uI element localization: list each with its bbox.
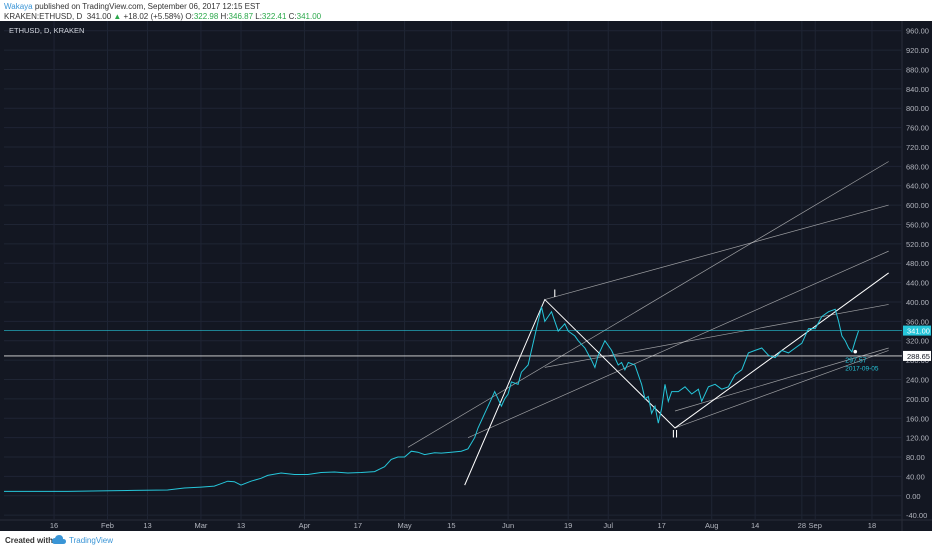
x-tick-label: Sep bbox=[809, 521, 822, 530]
x-tick-label: Jun bbox=[502, 521, 514, 530]
pitchfork-line bbox=[467, 250, 889, 438]
high-label: H: bbox=[220, 12, 229, 21]
x-tick-label: 28 bbox=[798, 521, 806, 530]
current-price-badge bbox=[903, 325, 931, 336]
x-tick-label: Mar bbox=[194, 521, 207, 530]
pitchfork-line bbox=[544, 204, 889, 300]
wave-label: I bbox=[553, 288, 556, 300]
y-tick-label: 160.00 bbox=[906, 414, 929, 423]
wave-label: II bbox=[672, 429, 678, 441]
pitchfork-line bbox=[674, 350, 889, 429]
y-tick-label: 640.00 bbox=[906, 182, 929, 191]
price-change: +18.02 (+5.58%) bbox=[123, 12, 184, 21]
x-tick-label: 13 bbox=[143, 521, 151, 530]
y-tick-label: 0.00 bbox=[906, 492, 921, 501]
y-tick-label: 880.00 bbox=[906, 65, 929, 74]
y-tick-label: 760.00 bbox=[906, 124, 929, 133]
y-tick-label: 120.00 bbox=[906, 434, 929, 443]
pitchfork-line bbox=[407, 161, 889, 448]
created-with-text: Created with bbox=[5, 536, 54, 545]
y-tick-label: 520.00 bbox=[906, 240, 929, 249]
current-price-badge-label: 341.00 bbox=[907, 327, 930, 336]
y-tick-label: 360.00 bbox=[906, 317, 929, 326]
level-price-badge-label: 288.65 bbox=[907, 352, 930, 361]
symbol-label: KRAKEN:ETHUSD, D bbox=[4, 12, 83, 21]
published-text: published on TradingView.com, September … bbox=[34, 2, 261, 11]
x-tick-label: Aug bbox=[705, 521, 718, 530]
y-tick-label: 920.00 bbox=[906, 46, 929, 55]
y-tick-label: 480.00 bbox=[906, 259, 929, 268]
level-price-badge bbox=[903, 350, 931, 361]
low-marker-value: 297.57 bbox=[845, 358, 867, 365]
low-label: L: bbox=[255, 12, 262, 21]
x-tick-label: 16 bbox=[50, 521, 58, 530]
close-label: C: bbox=[288, 12, 297, 21]
x-tick-label: 17 bbox=[354, 521, 362, 530]
chart-background bbox=[0, 21, 932, 531]
author-link[interactable]: Wakaya bbox=[4, 2, 33, 11]
up-arrow-icon: ▲ bbox=[113, 12, 122, 21]
publish-line: Wakaya published on TradingView.com, Sep… bbox=[4, 2, 260, 11]
low-marker-date: 2017-09-05 bbox=[845, 366, 879, 373]
y-tick-label: 80.00 bbox=[906, 453, 925, 462]
y-tick-label: 680.00 bbox=[906, 162, 929, 171]
y-tick-label: 400.00 bbox=[906, 298, 929, 307]
high-value: 346.87 bbox=[228, 12, 254, 21]
open-label: O: bbox=[185, 12, 194, 21]
tradingview-brand[interactable]: TradingView bbox=[69, 536, 114, 545]
x-tick-label: Jul bbox=[603, 521, 613, 530]
y-tick-label: 40.00 bbox=[906, 472, 925, 481]
open-value: 322.98 bbox=[193, 12, 219, 21]
x-tick-label: May bbox=[398, 521, 412, 530]
last-price: 341.00 bbox=[86, 12, 112, 21]
chart-header: Wakaya published on TradingView.com, Sep… bbox=[0, 0, 932, 21]
chart-footer: Created with TradingView bbox=[0, 531, 932, 550]
close-value: 341.00 bbox=[296, 12, 322, 21]
price-chart[interactable]: 960.00 920.00 880.00 840.00 800.00 760.00 720.… bbox=[0, 21, 932, 531]
x-tick-label: 13 bbox=[237, 521, 245, 530]
x-tick-label: 19 bbox=[564, 521, 572, 530]
x-tick-label: 15 bbox=[447, 521, 455, 530]
cloud-logo-icon bbox=[52, 535, 66, 544]
y-tick-label: 320.00 bbox=[906, 337, 929, 346]
ohlc-line: KRAKEN:ETHUSD, D 341.00 ▲ +18.02 (+5.58%… bbox=[4, 12, 321, 21]
y-tick-label: 440.00 bbox=[906, 279, 929, 288]
y-tick-label: 960.00 bbox=[906, 27, 929, 36]
x-tick-label: Apr bbox=[299, 521, 311, 530]
x-tick-label: Feb bbox=[101, 521, 114, 530]
y-tick-label: -40.00 bbox=[906, 511, 927, 520]
y-tick-label: 720.00 bbox=[906, 143, 929, 152]
y-tick-label: 600.00 bbox=[906, 201, 929, 210]
x-tick-label: 17 bbox=[657, 521, 665, 530]
y-tick-label: 800.00 bbox=[906, 104, 929, 113]
y-tick-label: 200.00 bbox=[906, 395, 929, 404]
y-tick-label: 240.00 bbox=[906, 376, 929, 385]
x-tick-label: 18 bbox=[868, 521, 876, 530]
price-series-line bbox=[4, 306, 860, 492]
y-tick-label: 840.00 bbox=[906, 85, 929, 94]
y-tick-label: 560.00 bbox=[906, 220, 929, 229]
x-tick-label: 14 bbox=[751, 521, 759, 530]
low-marker-dot bbox=[853, 349, 858, 354]
chart-symbol-label: ETHUSD, D, KRAKEN bbox=[9, 26, 84, 35]
low-value: 322.41 bbox=[261, 12, 287, 21]
pitchfork-line bbox=[674, 347, 889, 412]
